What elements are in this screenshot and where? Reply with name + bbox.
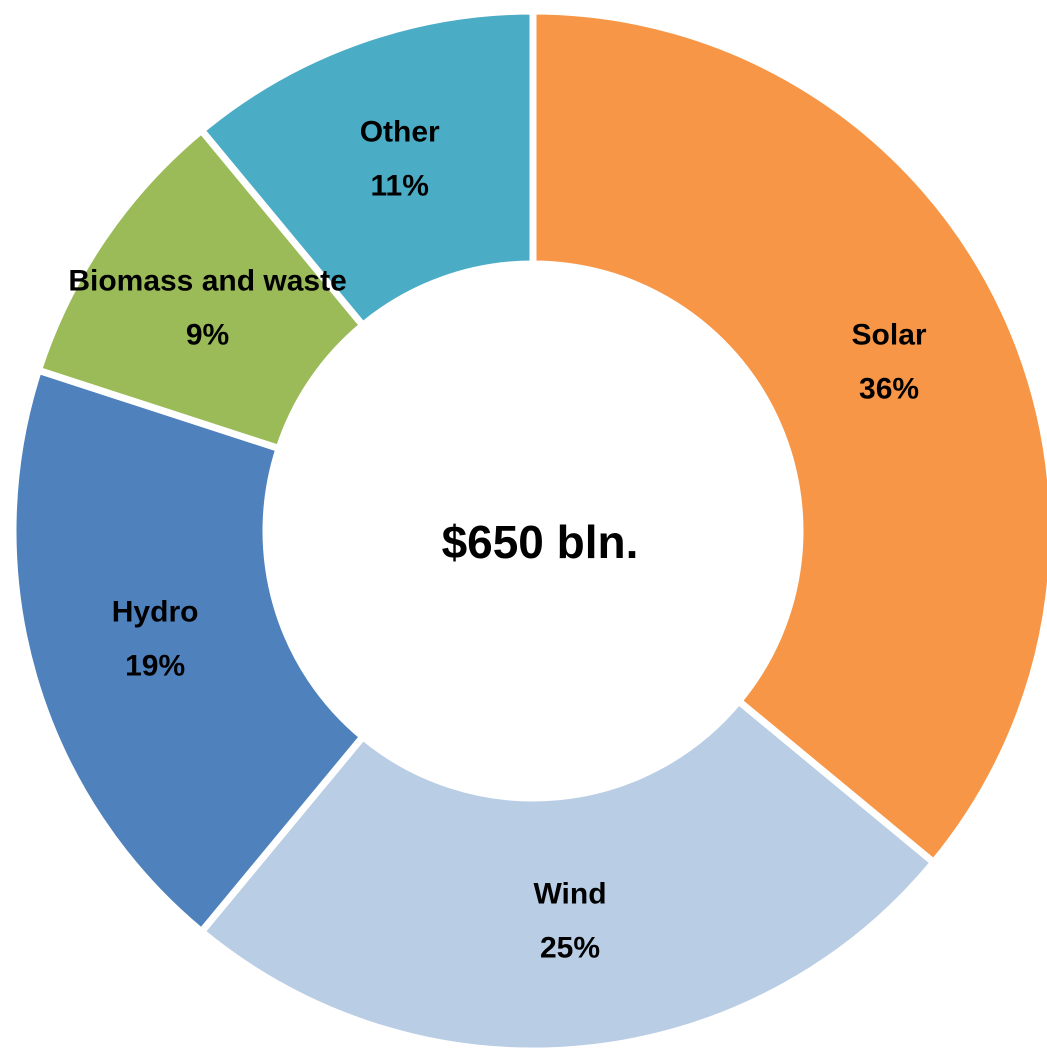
slice-value-label: 9% bbox=[186, 319, 229, 352]
slice-name: Other bbox=[360, 116, 440, 149]
slice-name: Biomass and waste bbox=[68, 265, 346, 298]
slice-value-label: 19% bbox=[125, 650, 185, 683]
slice-name: Solar bbox=[852, 318, 927, 351]
slice-value-label: 25% bbox=[540, 932, 600, 965]
slice bbox=[9, 365, 368, 937]
slices bbox=[9, 7, 1047, 1055]
center-label: $650 bln. bbox=[442, 516, 639, 568]
slice bbox=[529, 7, 1047, 868]
slice-name: Hydro bbox=[112, 596, 199, 629]
slice-name: Wind bbox=[534, 878, 607, 911]
slice-value-label: 11% bbox=[371, 170, 429, 203]
slice bbox=[196, 696, 939, 1055]
slice-value-label: 36% bbox=[859, 372, 919, 405]
labels: Solar 36% Wind 25% Hydro 19% Biomass and waste… bbox=[68, 116, 927, 965]
slice bbox=[196, 7, 537, 331]
